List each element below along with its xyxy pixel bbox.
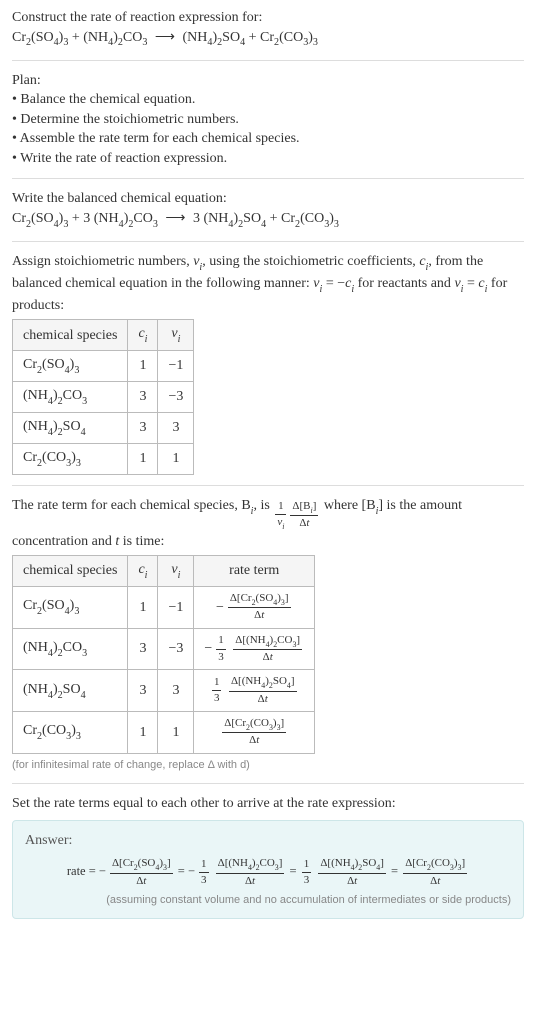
- intro-equation: Cr2(SO4)3 + (NH4)2CO3 ⟶ (NH4)2SO4 + Cr2(…: [12, 28, 524, 50]
- plan-label: Plan:: [12, 71, 524, 91]
- plan-list: Balance the chemical equation. Determine…: [12, 90, 524, 168]
- plan-item: Balance the chemical equation.: [12, 90, 524, 110]
- rate-term-table: chemical species ci νi rate term Cr2(SO4…: [12, 555, 315, 754]
- c-cell: 1: [128, 444, 158, 475]
- species-cell: Cr2(CO3)3: [13, 712, 128, 754]
- final-desc: Set the rate terms equal to each other t…: [12, 794, 524, 814]
- table-row: Cr2(CO3)3 1 1: [13, 444, 194, 475]
- plan-item: Determine the stoichiometric numbers.: [12, 110, 524, 130]
- col-ci: ci: [128, 320, 158, 351]
- species-cell: Cr2(CO3)3: [13, 444, 128, 475]
- rate-term-desc: The rate term for each chemical species,…: [12, 496, 524, 551]
- rate-cell: −Δ[Cr2(SO4)3]Δt: [194, 587, 315, 629]
- answer-label: Answer:: [25, 831, 511, 851]
- balanced-label: Write the balanced chemical equation:: [12, 189, 524, 209]
- table-row: (NH4)2SO4 3 3 13 Δ[(NH4)2SO4]Δt: [13, 670, 315, 712]
- rate-cell: −13 Δ[(NH4)2CO3]Δt: [194, 628, 315, 670]
- nu-cell: −1: [158, 587, 194, 629]
- nu-cell: 1: [158, 712, 194, 754]
- stoich-desc: Assign stoichiometric numbers, νi, using…: [12, 252, 524, 315]
- plan-section: Plan: Balance the chemical equation. Det…: [12, 71, 524, 180]
- balanced-section: Write the balanced chemical equation: Cr…: [12, 189, 524, 242]
- table-row: (NH4)2SO4 3 3: [13, 413, 194, 444]
- c-cell: 3: [128, 413, 158, 444]
- intro-title: Construct the rate of reaction expressio…: [12, 8, 524, 28]
- species-cell: Cr2(SO4)3: [13, 351, 128, 382]
- table-row: Cr2(SO4)3 1 −1 −Δ[Cr2(SO4)3]Δt: [13, 587, 315, 629]
- answer-rate-expression: rate = −Δ[Cr2(SO4)3]Δt = −13 Δ[(NH4)2CO3…: [25, 856, 511, 889]
- rate-cell: 13 Δ[(NH4)2SO4]Δt: [194, 670, 315, 712]
- nu-cell: 3: [158, 413, 194, 444]
- table-header-row: chemical species ci νi: [13, 320, 194, 351]
- rate-term-section: The rate term for each chemical species,…: [12, 496, 524, 784]
- answer-box: Answer: rate = −Δ[Cr2(SO4)3]Δt = −13 Δ[(…: [12, 820, 524, 920]
- nu-cell: −3: [158, 628, 194, 670]
- nu-cell: −1: [158, 351, 194, 382]
- col-ci: ci: [128, 556, 158, 587]
- stoich-section: Assign stoichiometric numbers, νi, using…: [12, 252, 524, 486]
- table-row: (NH4)2CO3 3 −3: [13, 382, 194, 413]
- c-cell: 1: [128, 712, 158, 754]
- c-cell: 3: [128, 670, 158, 712]
- table-header-row: chemical species ci νi rate term: [13, 556, 315, 587]
- col-nui: νi: [158, 556, 194, 587]
- species-cell: (NH4)2SO4: [13, 670, 128, 712]
- c-cell: 3: [128, 628, 158, 670]
- balanced-equation: Cr2(SO4)3 + 3 (NH4)2CO3 ⟶ 3 (NH4)2SO4 + …: [12, 209, 524, 231]
- species-cell: (NH4)2CO3: [13, 628, 128, 670]
- rate-term-caption: (for infinitesimal rate of change, repla…: [12, 758, 524, 773]
- species-cell: (NH4)2CO3: [13, 382, 128, 413]
- rate-cell: Δ[Cr2(CO3)3]Δt: [194, 712, 315, 754]
- stoich-table: chemical species ci νi Cr2(SO4)3 1 −1 (N…: [12, 319, 194, 475]
- col-species: chemical species: [13, 556, 128, 587]
- col-nui: νi: [158, 320, 194, 351]
- plan-item: Assemble the rate term for each chemical…: [12, 129, 524, 149]
- nu-cell: 3: [158, 670, 194, 712]
- species-cell: (NH4)2SO4: [13, 413, 128, 444]
- intro-section: Construct the rate of reaction expressio…: [12, 8, 524, 61]
- c-cell: 1: [128, 351, 158, 382]
- document-container: Construct the rate of reaction expressio…: [0, 0, 536, 951]
- final-section: Set the rate terms equal to each other t…: [12, 794, 524, 929]
- nu-cell: 1: [158, 444, 194, 475]
- col-rate-term: rate term: [194, 556, 315, 587]
- table-row: Cr2(SO4)3 1 −1: [13, 351, 194, 382]
- species-cell: Cr2(SO4)3: [13, 587, 128, 629]
- c-cell: 1: [128, 587, 158, 629]
- col-species: chemical species: [13, 320, 128, 351]
- table-row: (NH4)2CO3 3 −3 −13 Δ[(NH4)2CO3]Δt: [13, 628, 315, 670]
- nu-cell: −3: [158, 382, 194, 413]
- table-row: Cr2(CO3)3 1 1 Δ[Cr2(CO3)3]Δt: [13, 712, 315, 754]
- answer-caption: (assuming constant volume and no accumul…: [25, 893, 511, 908]
- plan-item: Write the rate of reaction expression.: [12, 149, 524, 169]
- c-cell: 3: [128, 382, 158, 413]
